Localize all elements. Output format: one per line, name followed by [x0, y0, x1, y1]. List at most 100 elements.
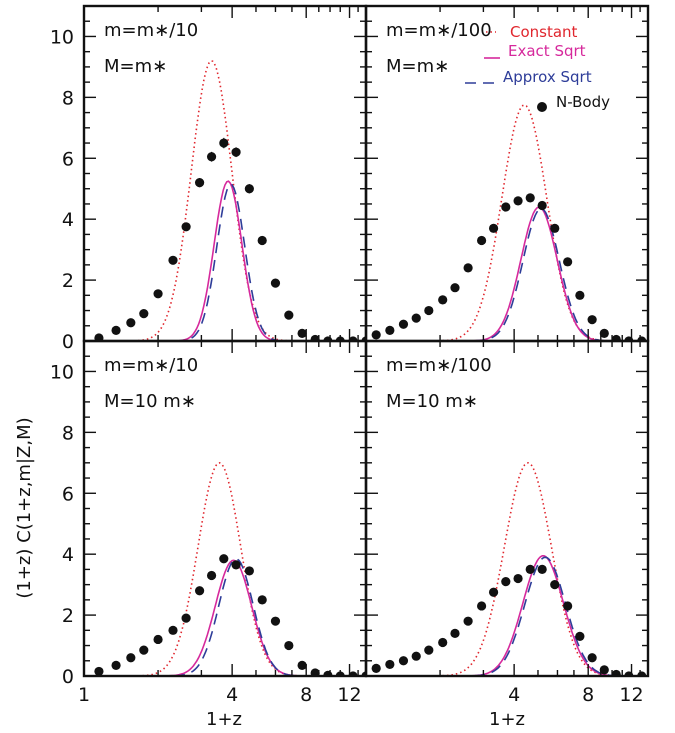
panel-1-nbody-point-9	[488, 223, 499, 233]
panel-1-label-mass: m=m∗/100	[386, 20, 492, 41]
panel-0-nbody-point-4	[153, 289, 163, 299]
panel-1-nbody-marker-8	[476, 235, 487, 246]
panel-1-nbody-marker-7	[463, 263, 473, 273]
panel-3-nbody-marker-8	[476, 601, 487, 611]
panel-0-nbody-marker-9	[219, 138, 229, 148]
y-tick-label-1-2: 2	[62, 605, 74, 627]
panel-2-nbody-point-13	[270, 616, 281, 626]
panel-2-nbody-marker-2	[126, 653, 136, 663]
panel-2	[84, 461, 366, 676]
panel-2-label-halo: M=10 m∗	[104, 391, 196, 412]
panel-0-nbody-marker-12	[257, 235, 267, 246]
panel-0-nbody-marker-2	[126, 318, 136, 328]
legend-label-exact-sqrt: Exact Sqrt	[508, 42, 586, 60]
panel-2-label-mass: m=m∗/10	[104, 355, 198, 376]
panel-1-series-approx-sqrt	[366, 207, 648, 341]
panel-2-nbody-marker-11	[244, 566, 254, 576]
panel-0-plot-area	[84, 60, 366, 341]
panel-3-nbody-point-19	[611, 669, 621, 676]
panel-0-nbody-point-14	[284, 310, 294, 320]
panel-0-nbody-marker-11	[244, 184, 254, 194]
panel-2-series-approx-sqrt	[84, 557, 366, 676]
panel-3-nbody-point-15	[563, 601, 573, 611]
panel-2-nbody-marker-7	[194, 586, 205, 596]
panel-3-label-halo: M=10 m∗	[386, 391, 478, 412]
panel-1-nbody-point-3	[411, 313, 421, 323]
panel-1-series-exact-sqrt	[366, 206, 648, 341]
panel-2-nbody-point-3	[139, 645, 149, 655]
panel-1-nbody-marker-0	[371, 330, 381, 340]
legend-label-nbody: N-Body	[556, 93, 610, 111]
panel-3-nbody-point-4	[424, 645, 434, 655]
legend-entry-approx-sqrt: Approx Sqrt	[465, 68, 592, 86]
panel-2-nbody-point-6	[181, 613, 191, 623]
panel-0-nbody-marker-0	[94, 333, 104, 341]
panel-1-nbody-point-16	[575, 290, 585, 300]
y-tick-label-0-8: 8	[62, 87, 74, 109]
panel-1-nbody-point-0	[371, 330, 381, 340]
panel-3-nbody-marker-15	[563, 601, 573, 611]
panel-1-nbody-point-18	[599, 328, 609, 338]
panel-1-nbody-marker-12	[525, 193, 535, 203]
panel-3-nbody-marker-5	[438, 637, 448, 648]
panel-0-nbody-marker-14	[284, 310, 294, 320]
panel-2-nbody-marker-6	[181, 613, 191, 623]
panel-1-nbody-marker-11	[513, 196, 523, 206]
panel-2-nbody-point-4	[153, 634, 163, 645]
x-tick-label-1-8: 8	[582, 684, 594, 706]
panel-2-nbody-point-5	[168, 625, 178, 635]
y-tick-label-0-2: 2	[62, 270, 74, 292]
panel-2-nbody-marker-4	[153, 634, 163, 645]
panel-0-nbody-marker-1	[111, 325, 121, 335]
panel-3-nbody-marker-11	[513, 573, 523, 584]
panel-1-nbody-point-14	[550, 223, 560, 233]
panel-0-series-approx-sqrt	[84, 183, 366, 341]
panel-1-nbody-point-1	[385, 325, 395, 335]
y-tick-label-0-6: 6	[62, 148, 74, 170]
panel-1-nbody-point-2	[398, 319, 409, 329]
panel-3-nbody-marker-9	[488, 587, 499, 597]
panel-2-nbody-marker-0	[94, 666, 104, 676]
panel-3-nbody-point-11	[513, 573, 523, 584]
legend-label-approx-sqrt: Approx Sqrt	[503, 68, 592, 86]
panel-0-nbody-point-5	[168, 255, 178, 265]
x-tick-label-0-1: 1	[78, 684, 90, 706]
panel-1-nbody-marker-14	[550, 223, 560, 233]
panel-1-nbody-marker-9	[488, 223, 499, 233]
panel-0-label-mass: m=m∗/10	[104, 20, 198, 41]
labels-layer: m=m∗/10 M=m∗ m=m∗/100 M=m∗ m=m∗/10 M=10 m∗ m=m…	[104, 20, 492, 412]
panel-1-nbody-marker-2	[398, 319, 409, 329]
panel-2-nbody-point-11	[244, 566, 254, 576]
panel-1-nbody-point-10	[501, 202, 511, 212]
panel-3-nbody-point-16	[575, 631, 585, 642]
panel-0-nbody-point-1	[111, 325, 121, 335]
panel-3-nbody-point-12	[525, 564, 535, 575]
panel-3-nbody-point-8	[476, 601, 487, 611]
panel-0-nbody-marker-7	[194, 178, 205, 188]
panel-3-nbody-point-18	[599, 665, 609, 675]
panel-3-nbody-marker-18	[599, 665, 609, 675]
panel-2-plot-area	[84, 461, 366, 676]
panel-3-label-mass: m=m∗/100	[386, 355, 492, 376]
panel-3-nbody-point-1	[385, 659, 395, 670]
y-tick-label-1-6: 6	[62, 483, 74, 505]
panel-3-series-exact-sqrt	[366, 555, 648, 676]
legend-swatch-nbody	[537, 102, 547, 112]
panel-3-nbody-point-5	[438, 637, 448, 648]
panel-1-nbody-marker-15	[563, 257, 573, 267]
panel-2-nbody-marker-10	[231, 560, 241, 570]
panel-0-nbody-marker-3	[139, 308, 149, 319]
panel-1-nbody-marker-17	[587, 315, 597, 325]
panel-3-nbody-marker-19	[611, 669, 621, 676]
panel-0-nbody-marker-5	[168, 255, 178, 265]
panel-0-nbody-point-11	[244, 184, 254, 194]
panel-2-nbody-marker-13	[270, 616, 281, 626]
panel-1-nbody-point-11	[513, 196, 523, 206]
y-tick-label-1-10: 10	[50, 361, 74, 383]
panel-1-nbody-point-6	[450, 283, 460, 293]
panel-3-series-constant	[366, 461, 648, 676]
legend-entry-exact-sqrt: Exact Sqrt	[484, 42, 586, 60]
y-tick-label-0-10: 10	[50, 26, 74, 48]
legend-entry-nbody: N-Body	[537, 93, 610, 112]
